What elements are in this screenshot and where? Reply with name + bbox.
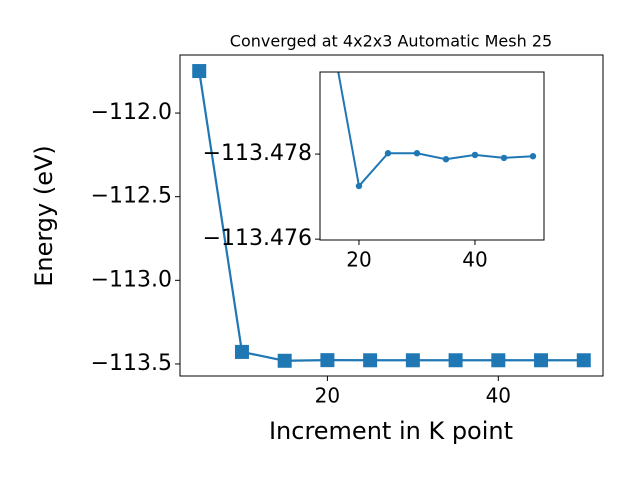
marker — [534, 353, 549, 368]
x-axis-label: Increment in K point — [269, 417, 513, 445]
x-tick-label: 40 — [462, 248, 487, 272]
plot-layer — [192, 64, 591, 368]
marker — [327, 23, 333, 29]
marker — [491, 353, 506, 368]
y-tick-label: −113.5 — [91, 351, 172, 376]
marker — [355, 182, 363, 190]
x-tick-label: 20 — [346, 248, 371, 272]
chart-title: Converged at 4x2x3 Automatic Mesh 25 — [230, 32, 552, 51]
series-line — [198, 70, 584, 362]
marker — [384, 150, 392, 157]
marker — [471, 151, 479, 159]
marker — [576, 353, 591, 368]
marker — [529, 153, 537, 160]
axes-frame — [179, 54, 604, 377]
y-axis-label: Energy (eV) — [30, 145, 58, 287]
marker — [448, 353, 463, 368]
y-tick-label: −112.0 — [91, 100, 172, 125]
marker — [405, 353, 420, 368]
marker — [320, 353, 335, 368]
series-line — [337, 72, 534, 189]
marker — [442, 155, 450, 163]
marker — [363, 353, 378, 368]
x-tick-label: 20 — [315, 384, 340, 408]
y-tick-label: −113.478 — [203, 141, 312, 166]
y-tick-label: −112.5 — [91, 184, 172, 209]
marker — [234, 344, 249, 359]
axes-frame — [319, 71, 545, 241]
marker — [277, 353, 292, 368]
x-tick-label: 40 — [486, 384, 511, 408]
plot-layer — [327, 23, 537, 190]
marker — [413, 150, 421, 157]
marker — [192, 64, 207, 79]
y-tick-label: −113.476 — [203, 226, 312, 251]
y-tick-label: −113.0 — [91, 267, 172, 292]
marker — [500, 154, 508, 162]
